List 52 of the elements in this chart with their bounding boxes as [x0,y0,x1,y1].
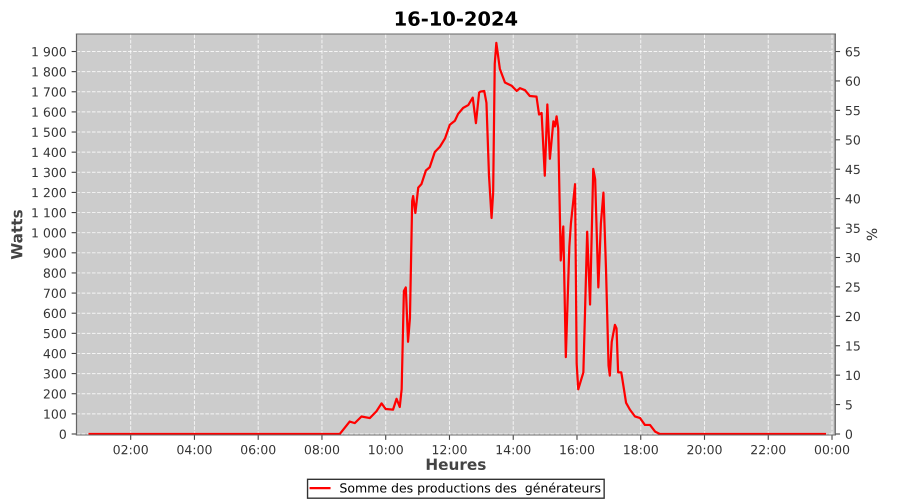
x-tick-label: 12:00 [432,444,467,454]
y2-tick-label: 65 [846,47,860,56]
y-tick-label: 700 [44,288,66,298]
x-tick-label: 14:00 [496,444,530,454]
y2-tick-label: 35 [846,224,860,233]
line-series [88,42,826,435]
y-tick-label: 1 400 [32,148,66,158]
y-tick-label: 1 500 [32,128,66,137]
y2-tick-label: 55 [846,106,860,116]
y-tick-label: 300 [44,369,66,379]
y-tick-label: 1 900 [32,46,66,56]
y-tick-label: 1 700 [32,87,66,97]
x-tick-label: 00:00 [814,444,850,454]
y-tick-label: 1 100 [32,208,66,218]
y2-tick-label: 5 [846,400,852,410]
x-tick-label: 22:00 [751,444,786,454]
x-tick-label: 06:00 [241,444,276,454]
y2-tick-label: 50 [846,135,860,145]
y-axis-title: Watts [11,210,22,260]
legend-label: Somme des productions des générateurs [340,482,600,496]
x-tick-label: 16:00 [560,444,594,454]
y2-tick-label: 15 [846,341,860,351]
y-tick-label: 0 [60,429,66,439]
y2-tick-label: 0 [846,429,852,439]
y-tick-label: 800 [44,268,66,278]
y-tick-label: 100 [44,409,66,419]
x-tick-label: 08:00 [304,444,340,454]
y-tick-label: 1 600 [32,107,66,117]
y2-axis-title: % [866,228,878,240]
y2-tick-label: 10 [846,370,860,380]
x-tick-label: 02:00 [114,444,148,454]
y-tick-label: 1 800 [32,67,66,77]
x-tick-label: 04:00 [177,444,212,454]
x-tick-label: 18:00 [624,444,658,454]
y-tick-label: 900 [44,248,66,258]
x-tick-label: 10:00 [369,444,403,454]
y-tick-label: 500 [44,328,66,338]
y-tick-label: 1 000 [32,228,66,238]
y-tick-label: 1 200 [32,188,66,198]
y2-tick-label: 40 [846,194,860,204]
y2-tick-label: 30 [846,252,860,262]
y2-tick-label: 45 [846,164,860,174]
y2-tick-label: 25 [846,282,860,292]
y-tick-label: 600 [44,308,66,318]
y-tick-label: 400 [44,348,66,358]
y2-tick-label: 20 [846,312,860,322]
chart-title: 16-10-2024 [396,11,518,26]
x-tick-label: 20:00 [687,444,722,454]
y-tick-label: 1 300 [32,168,66,178]
x-axis-title: Heures [426,458,486,470]
y2-tick-label: 60 [846,76,860,86]
y-tick-label: 200 [44,389,66,399]
